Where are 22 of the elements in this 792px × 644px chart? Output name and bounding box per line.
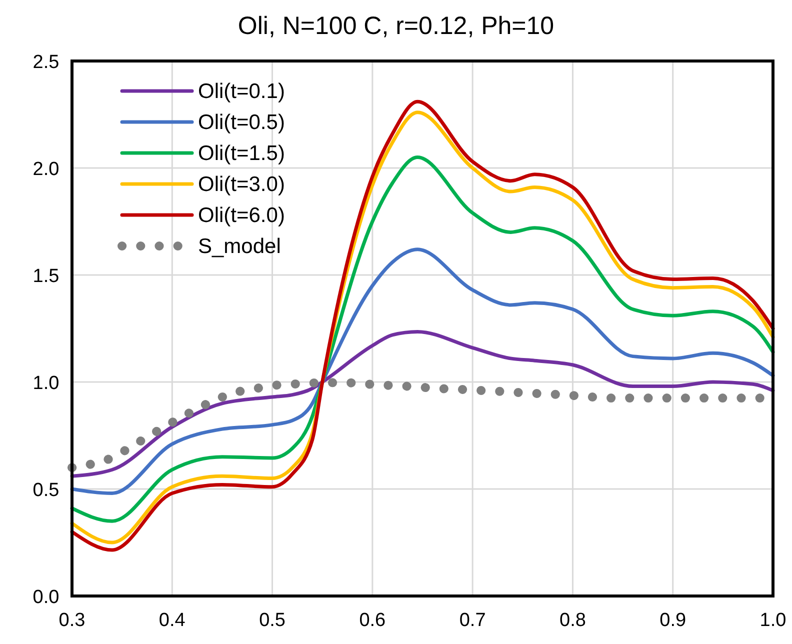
- legend-label: Oli(t=3.0): [198, 173, 285, 196]
- legend-label: Oli(t=0.5): [198, 111, 285, 134]
- chart-title: Oli, N=100 C, r=0.12, Ph=10: [238, 12, 554, 40]
- legend-label: S_model: [198, 235, 281, 258]
- x-tick-label: 0.8: [560, 610, 586, 631]
- y-tick-label: 0.5: [32, 480, 60, 501]
- y-tick-label: 2.0: [32, 159, 60, 180]
- x-tick-label: 0.4: [158, 610, 186, 631]
- x-tick-label: 0.6: [359, 610, 386, 631]
- y-tick-label: 1.5: [32, 266, 60, 287]
- x-tick-label: 0.5: [259, 610, 286, 631]
- legend-label: Oli(t=6.0): [198, 204, 285, 227]
- x-tick-label: 1.0: [760, 610, 786, 631]
- y-tick-label: 0.0: [32, 587, 60, 608]
- y-tick-label: 1.0: [32, 373, 60, 394]
- legend-label: Oli(t=0.1): [198, 80, 285, 103]
- x-tick-label: 0.7: [459, 610, 486, 631]
- legend-label: Oli(t=1.5): [198, 142, 285, 165]
- line-series: [70, 330, 775, 478]
- y-tick-label: 2.5: [32, 52, 60, 73]
- x-tick-label: 0.9: [660, 610, 686, 631]
- x-tick-label: 0.3: [58, 610, 86, 631]
